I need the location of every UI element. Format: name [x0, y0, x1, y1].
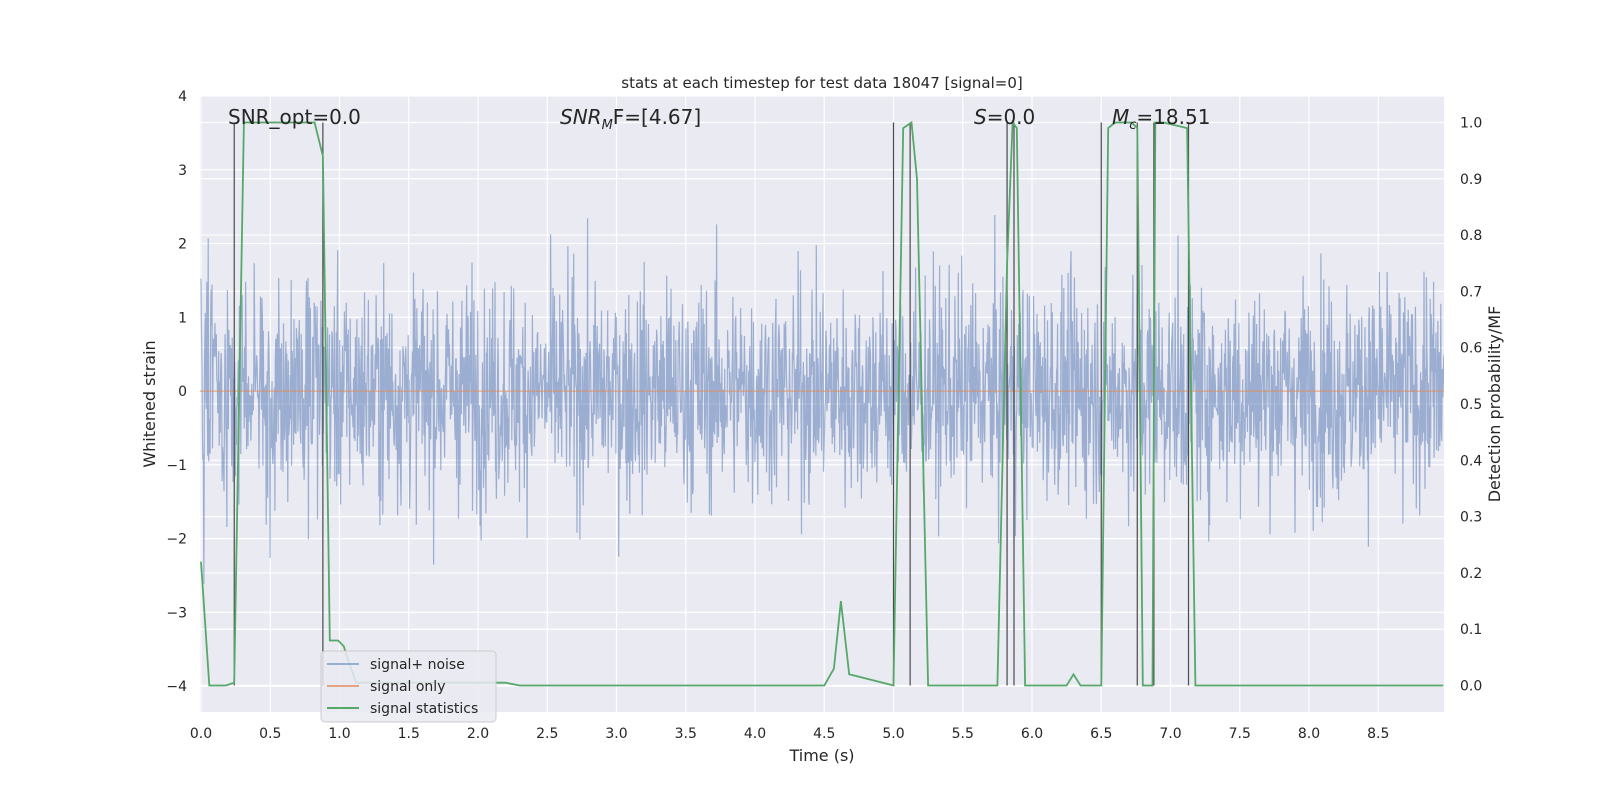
left-tick-label: 3	[178, 163, 187, 179]
signal-statistics-series	[200, 119, 1444, 687]
annotation-snr-mf-subscript: M	[602, 118, 613, 133]
left-tick-labels: 4 3 2 1 0 −1 −2 −3 −4	[166, 89, 187, 695]
annotation-mc-subscript: c	[1129, 118, 1136, 133]
annotation-snr-mf: SNRMF=[4.67]	[560, 105, 701, 133]
right-tick-label: 0.4	[1460, 453, 1482, 469]
right-tick-label: 0.9	[1460, 172, 1482, 188]
right-tick-label: 0.2	[1460, 566, 1482, 582]
legend-label-signal-only: signal only	[370, 679, 445, 695]
x-tick-label: 7.5	[1229, 726, 1251, 742]
right-tick-labels: 1.0 0.9 0.8 0.7 0.6 0.5 0.4 0.3 0.2 0.1 0.0	[1460, 115, 1482, 694]
x-tick-label: 2.0	[467, 726, 489, 742]
annotation-snr-mf-value: F=[4.67]	[613, 105, 701, 129]
annotation-snr-mf-symbol: SNR	[560, 105, 602, 129]
left-tick-label: 1	[178, 310, 187, 326]
x-tick-label: 3.5	[675, 726, 697, 742]
annotation-mc-symbol: M	[1112, 105, 1129, 129]
x-tick-label: 0.0	[190, 726, 212, 742]
x-tick-label: 1.5	[398, 726, 420, 742]
x-tick-label: 8.5	[1367, 726, 1389, 742]
left-tick-label: −1	[166, 458, 187, 474]
x-tick-label: 6.5	[1090, 726, 1112, 742]
y-axis-label-right: Detection probability/MF	[1485, 306, 1504, 503]
right-tick-label: 1.0	[1460, 115, 1482, 131]
y-axis-label-left: Whitened strain	[140, 340, 159, 467]
x-tick-label: 1.0	[328, 726, 350, 742]
x-tick-label: 4.5	[813, 726, 835, 742]
x-tick-label: 3.0	[605, 726, 627, 742]
legend-box	[320, 650, 497, 723]
x-tick-label: 0.5	[259, 726, 281, 742]
x-axis-label: Time (s)	[788, 746, 854, 765]
annotation-s: S=0.0	[974, 105, 1035, 129]
right-tick-label: 0.7	[1460, 284, 1482, 300]
right-tick-label: 0.8	[1460, 228, 1482, 244]
x-tick-label: 2.5	[536, 726, 558, 742]
left-tick-label: −4	[166, 679, 187, 695]
x-tick-label: 5.0	[882, 726, 904, 742]
legend: signal+ noise signal only signal statist…	[320, 650, 497, 723]
annotation-mc-value: =18.51	[1136, 105, 1210, 129]
right-tick-label: 0.0	[1460, 679, 1482, 695]
annotation-s-value: =0.0	[987, 105, 1036, 129]
annotation-s-symbol: S	[974, 105, 987, 129]
left-tick-label: 0	[178, 384, 187, 400]
left-tick-label: −2	[166, 532, 187, 548]
right-tick-label: 0.3	[1460, 510, 1482, 526]
annotation-mc: Mc=18.51	[1112, 105, 1210, 133]
signal-noise-series	[200, 214, 1444, 584]
left-tick-label: 2	[178, 237, 187, 253]
x-tick-label: 4.0	[744, 726, 766, 742]
x-tick-label: 5.5	[952, 726, 974, 742]
legend-label-statistics: signal statistics	[370, 701, 478, 717]
left-tick-label: 4	[178, 89, 187, 105]
legend-label-noise: signal+ noise	[370, 657, 465, 673]
x-tick-label: 6.0	[1021, 726, 1043, 742]
x-tick-labels: 0.0 0.5 1.0 1.5 2.0 2.5 3.0 3.5 4.0 4.5 5.0 5.5 6.0 6…	[190, 726, 1390, 742]
right-tick-label: 0.6	[1460, 341, 1482, 357]
right-tick-label: 0.5	[1460, 397, 1482, 413]
right-tick-label: 0.1	[1460, 622, 1482, 638]
x-tick-label: 8.0	[1298, 726, 1320, 742]
left-tick-label: −3	[166, 605, 187, 621]
chart-title: stats at each timestep for test data 180…	[621, 74, 1022, 92]
annotation-snr-opt: SNR_opt=0.0	[228, 105, 361, 129]
x-tick-label: 7.0	[1159, 726, 1181, 742]
